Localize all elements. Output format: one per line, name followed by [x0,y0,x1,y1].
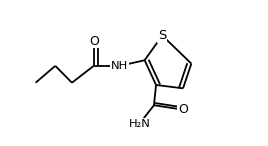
Text: NH: NH [111,61,128,71]
Text: O: O [89,35,99,48]
Text: S: S [158,29,166,42]
Text: O: O [178,103,188,116]
Text: H₂N: H₂N [128,119,150,129]
